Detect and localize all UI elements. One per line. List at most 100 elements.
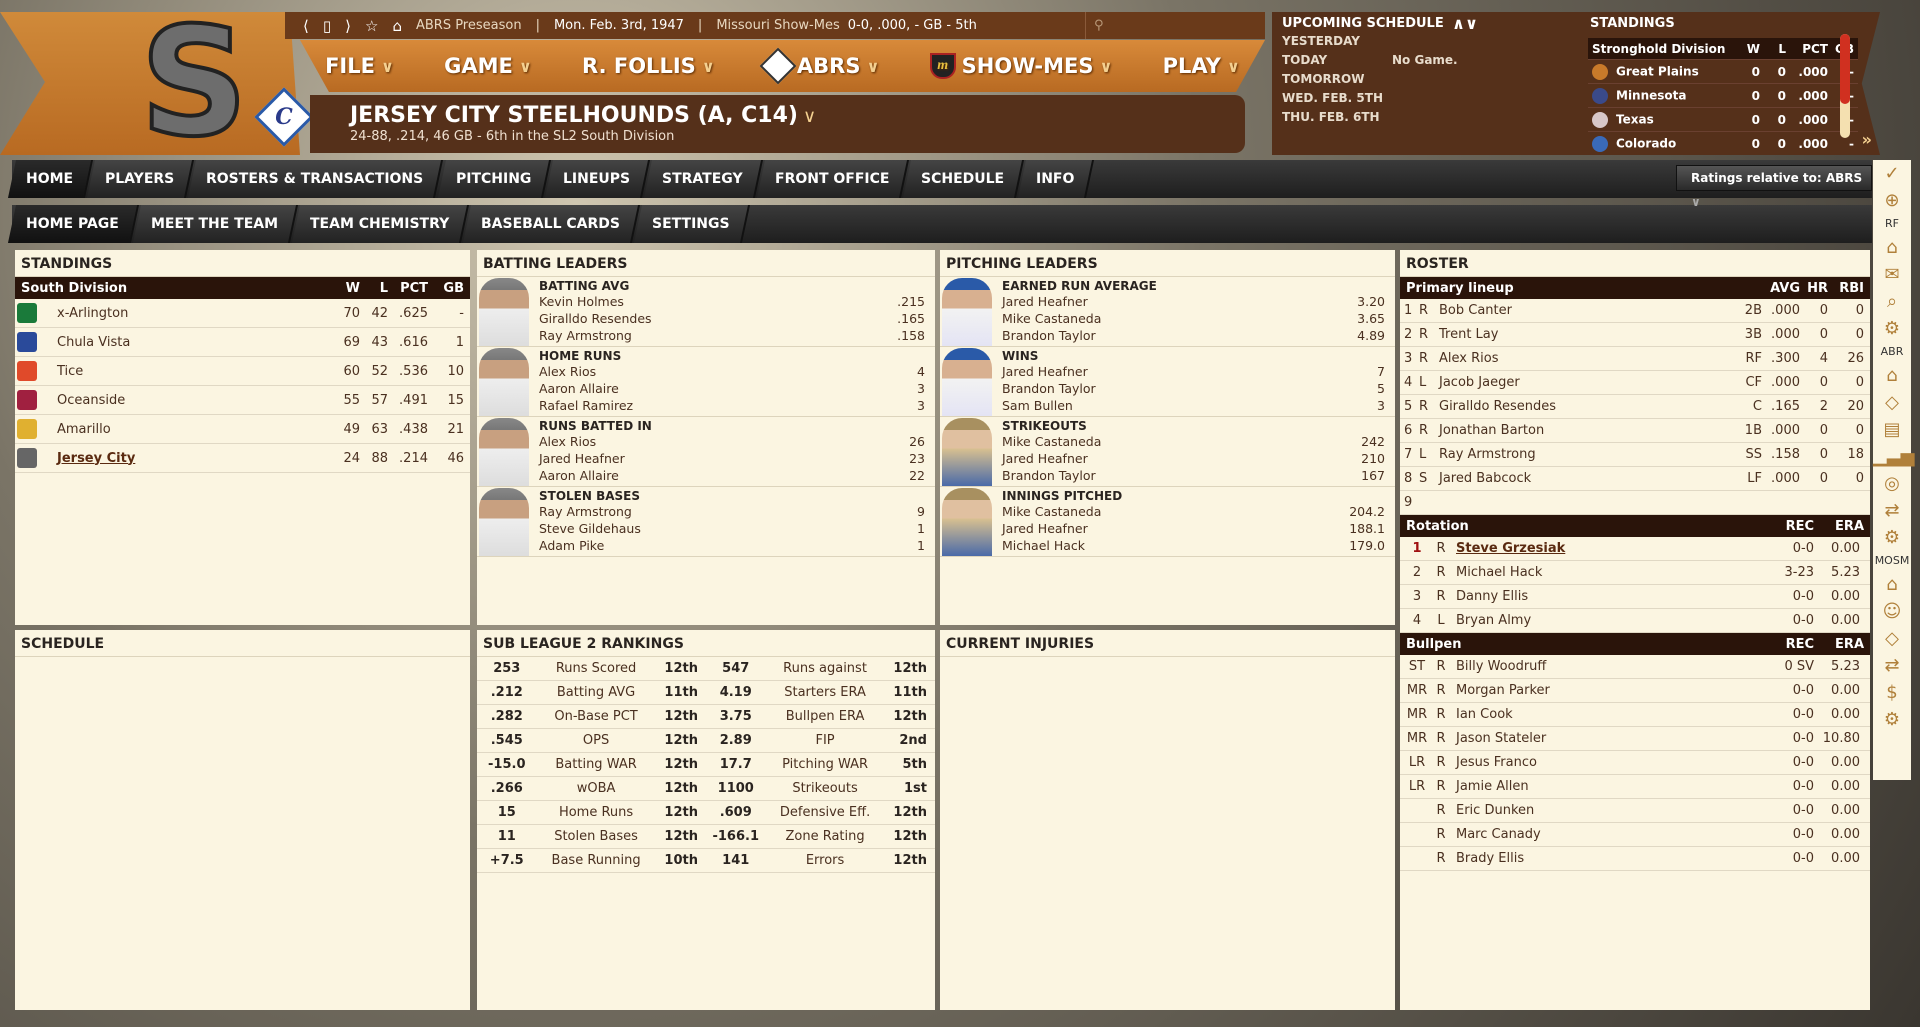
leader-row[interactable]: Jared Heafner 210 [1002, 451, 1385, 466]
player-name[interactable]: Sam Bullen [1002, 398, 1073, 413]
team-link[interactable]: Jersey City [57, 450, 136, 466]
player-name[interactable]: Jared Babcock [1439, 471, 1532, 486]
leader-row[interactable]: Alex Rios 4 [539, 364, 925, 379]
back-icon[interactable]: ⟨ [303, 16, 309, 35]
leader-row[interactable]: Mike Castaneda 204.2 [1002, 504, 1385, 519]
card-icon[interactable]: ▤ [1883, 419, 1901, 440]
player-photo[interactable] [942, 278, 992, 346]
player-name[interactable]: Aaron Allaire [539, 468, 619, 483]
gear-icon[interactable]: ⚙ [1883, 709, 1901, 730]
leader-row[interactable]: Jared Heafner 23 [539, 451, 925, 466]
home-icon[interactable]: ⌂ [1886, 365, 1898, 386]
player-name[interactable]: Aaron Allaire [539, 381, 619, 396]
lineup-row[interactable]: 8 S Jared Babcock LF .000 0 0 [1400, 467, 1870, 491]
bullpen-row[interactable]: MR R Ian Cook 0-0 0.00 [1400, 703, 1870, 727]
lineup-row[interactable]: 5 R Giralldo Resendes C .165 2 20 [1400, 395, 1870, 419]
player-name[interactable]: Alex Rios [539, 434, 597, 449]
scout-icon[interactable]: ☺ [1882, 601, 1902, 622]
mail-icon[interactable]: ✉ [1884, 264, 1900, 285]
menu-play[interactable]: PLAY ∨ [1163, 54, 1240, 78]
lineup-row[interactable]: 7 L Ray Armstrong SS .158 0 18 [1400, 443, 1870, 467]
home-icon[interactable]: ⌂ [1886, 237, 1898, 258]
player-photo[interactable] [479, 418, 529, 486]
globe-icon[interactable]: ⊕ [1884, 190, 1900, 211]
player-name[interactable]: Ray Armstrong [1439, 447, 1536, 462]
tab-schedule[interactable]: SCHEDULE [903, 160, 1025, 198]
leader-row[interactable]: Mike Castaneda 242 [1002, 434, 1385, 449]
standings-row[interactable]: Jersey City 24 88 .214 46 [15, 444, 470, 473]
rotation-row[interactable]: 3 R Danny Ellis 0-0 0.00 [1400, 585, 1870, 609]
player-name[interactable]: Marc Canady [1456, 827, 1541, 842]
trade-icon[interactable]: ⇄ [1884, 655, 1900, 676]
gear-icon[interactable]: ⚙ [1883, 527, 1901, 548]
standings-row[interactable]: Oceanside 55 57 .491 15 [15, 386, 470, 415]
player-name[interactable]: Morgan Parker [1456, 683, 1550, 698]
leader-row[interactable]: Adam Pike 1 [539, 538, 925, 553]
menu-abrs[interactable]: ABRS ∨ [759, 47, 879, 85]
expand-icon[interactable]: » [1861, 130, 1872, 149]
player-name[interactable]: Steve Grzesiak [1456, 541, 1566, 556]
leader-row[interactable]: Kevin Holmes .215 [539, 294, 925, 309]
player-name[interactable]: Ray Armstrong [539, 328, 632, 343]
tab-pitching[interactable]: PITCHING [437, 160, 552, 198]
player-name[interactable]: Rafael Ramirez [539, 398, 634, 413]
leader-row[interactable]: Brandon Taylor 4.89 [1002, 328, 1385, 343]
player-name[interactable]: Adam Pike [539, 538, 605, 553]
lineup-row[interactable]: 4 L Jacob Jaeger CF .000 0 0 [1400, 371, 1870, 395]
player-photo[interactable] [942, 488, 992, 556]
ratings-relative-select[interactable]: Ratings relative to: ABRS ∨ [1676, 165, 1872, 209]
menu-r-follis[interactable]: R. FOLLIS ∨ [582, 54, 715, 78]
subtab-meet-the-team[interactable]: MEET THE TEAM [132, 205, 298, 243]
menu-game[interactable]: GAME ∨ [444, 54, 532, 78]
player-name[interactable]: Jared Heafner [1002, 521, 1088, 536]
tab-lineups[interactable]: LINEUPS [545, 160, 651, 198]
team-label[interactable]: Missouri Show-Mes [716, 18, 840, 33]
player-name[interactable]: Kevin Holmes [539, 294, 624, 309]
leader-row[interactable]: Aaron Allaire 22 [539, 468, 925, 483]
leader-row[interactable]: Giralldo Resendes .165 [539, 311, 925, 326]
player-name[interactable]: Michael Hack [1456, 565, 1543, 580]
player-name[interactable]: Jacob Jaeger [1439, 375, 1520, 390]
leader-row[interactable]: Brandon Taylor 5 [1002, 381, 1385, 396]
bullpen-row[interactable]: MR R Jason Stateler 0-0 10.80 [1400, 727, 1870, 751]
mini-standings-row[interactable]: Minnesota 0 0 .000 - [1588, 84, 1858, 108]
player-name[interactable]: Alex Rios [539, 364, 597, 379]
chart-icon[interactable]: ▁▃▅ [1873, 446, 1915, 467]
bullpen-row[interactable]: R Eric Dunken 0-0 0.00 [1400, 799, 1870, 823]
leader-row[interactable]: Mike Castaneda 3.65 [1002, 311, 1385, 326]
player-name[interactable]: Mike Castaneda [1002, 504, 1102, 519]
home-icon[interactable]: ⌂ [392, 16, 402, 35]
standings-row[interactable]: x-Arlington 70 42 .625 - [15, 299, 470, 328]
lineup-row[interactable]: 6 R Jonathan Barton 1B .000 0 0 [1400, 419, 1870, 443]
player-name[interactable]: Jamie Allen [1456, 779, 1529, 794]
home-icon[interactable]: ⌂ [1886, 574, 1898, 595]
mini-standings-row[interactable]: Great Plains 0 0 .000 - [1588, 60, 1858, 84]
player-name[interactable]: Brandon Taylor [1002, 381, 1096, 396]
tab-info[interactable]: INFO [1018, 160, 1095, 198]
rotation-row[interactable]: 1 R Steve Grzesiak 0-0 0.00 [1400, 537, 1870, 561]
player-name[interactable]: Michael Hack [1002, 538, 1086, 553]
player-name[interactable]: Brady Ellis [1456, 851, 1525, 866]
player-name[interactable]: Bob Canter [1439, 303, 1512, 318]
bullpen-row[interactable]: LR R Jamie Allen 0-0 0.00 [1400, 775, 1870, 799]
lineup-row[interactable]: 1 R Bob Canter 2B .000 0 0 [1400, 299, 1870, 323]
tab-rosters-transactions[interactable]: ROSTERS & TRANSACTIONS [188, 160, 444, 198]
player-name[interactable]: Alex Rios [1439, 351, 1499, 366]
rotation-row[interactable]: 4 L Bryan Almy 0-0 0.00 [1400, 609, 1870, 633]
tab-players[interactable]: PLAYERS [87, 160, 195, 198]
player-photo[interactable] [942, 348, 992, 416]
subtab-home-page[interactable]: HOME PAGE [7, 205, 139, 243]
lineup-row[interactable]: 2 R Trent Lay 3B .000 0 0 [1400, 323, 1870, 347]
rotation-row[interactable]: 2 R Michael Hack 3-23 5.23 [1400, 561, 1870, 585]
search-input[interactable]: ⚲ [1085, 12, 1265, 39]
team-selector[interactable]: JERSEY CITY STEELHOUNDS (A, C14) ∨ [350, 103, 1245, 128]
leader-row[interactable]: Rafael Ramirez 3 [539, 398, 925, 413]
standings-row[interactable]: Amarillo 49 63 .438 21 [15, 415, 470, 444]
leader-row[interactable]: Jared Heafner 7 [1002, 364, 1385, 379]
player-name[interactable]: Billy Woodruff [1456, 659, 1547, 674]
player-name[interactable]: Giralldo Resendes [1439, 399, 1557, 414]
player-name[interactable]: Jason Stateler [1456, 731, 1547, 746]
player-name[interactable]: Giralldo Resendes [539, 311, 652, 326]
tab-home[interactable]: HOME [7, 160, 94, 198]
bullpen-row[interactable]: ST R Billy Woodruff 0 SV 5.23 [1400, 655, 1870, 679]
